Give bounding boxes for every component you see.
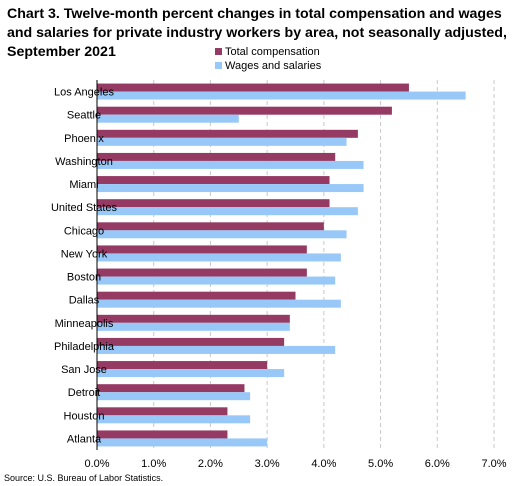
x-tick-label: 7.0% bbox=[481, 458, 506, 470]
tick-labels: 0.0% 1.0% 2.0% 3.0% 4.0% 5.0% 6.0% 7.0% bbox=[84, 458, 506, 470]
source-note: Source: U.S. Bureau of Labor Statistics. bbox=[4, 473, 164, 483]
bar-total-compensation bbox=[97, 152, 336, 161]
category-label: Miami bbox=[69, 179, 98, 191]
category-label: San Jose bbox=[61, 364, 107, 376]
bar-wages-and-salaries bbox=[97, 160, 364, 169]
category-label: Philadelphia bbox=[54, 341, 115, 353]
legend-swatch bbox=[215, 48, 222, 55]
bar-total-compensation bbox=[97, 314, 290, 323]
bar-wages-and-salaries bbox=[97, 184, 364, 193]
bar-wages-and-salaries bbox=[97, 230, 347, 239]
category-label: Boston bbox=[67, 272, 101, 284]
bar-wages-and-salaries bbox=[97, 392, 251, 401]
bar-wages-and-salaries bbox=[97, 276, 336, 285]
category-label: Minneapolis bbox=[55, 318, 114, 330]
x-tick-label: 2.0% bbox=[198, 458, 223, 470]
bar-total-compensation bbox=[97, 430, 228, 439]
category-labels: Los Angeles Seattle Phoenix Washington Miami… bbox=[51, 87, 118, 446]
x-tick-label: 1.0% bbox=[141, 458, 166, 470]
bar-total-compensation bbox=[97, 268, 307, 277]
category-label: Los Angeles bbox=[54, 87, 114, 99]
bar-total-compensation bbox=[97, 83, 409, 92]
category-label: Chicago bbox=[64, 225, 104, 237]
bar-total-compensation bbox=[97, 407, 228, 416]
category-label: Atlanta bbox=[67, 433, 102, 445]
bars bbox=[97, 83, 466, 447]
category-label: Houston bbox=[64, 410, 105, 422]
x-tick-label: 5.0% bbox=[368, 458, 393, 470]
bar-wages-and-salaries bbox=[97, 438, 268, 447]
legend-label: Total compensation bbox=[225, 46, 320, 58]
bar-wages-and-salaries bbox=[97, 207, 358, 216]
category-label: United States bbox=[51, 202, 118, 214]
x-tick-label: 3.0% bbox=[255, 458, 280, 470]
bar-total-compensation bbox=[97, 222, 324, 231]
category-label: New York bbox=[61, 248, 108, 260]
bar-wages-and-salaries bbox=[97, 114, 239, 123]
bar-wages-and-salaries bbox=[97, 137, 347, 146]
legend-swatch bbox=[215, 62, 222, 69]
category-label: Dallas bbox=[69, 295, 100, 307]
bar-wages-and-salaries bbox=[97, 299, 341, 308]
category-label: Seattle bbox=[67, 110, 101, 122]
chart-title: Chart 3. Twelve-month percent changes in… bbox=[7, 6, 507, 60]
bar-total-compensation bbox=[97, 176, 330, 185]
x-tick-label: 4.0% bbox=[311, 458, 336, 470]
bar-wages-and-salaries bbox=[97, 345, 336, 354]
bar-wages-and-salaries bbox=[97, 369, 285, 378]
bar-wages-and-salaries bbox=[97, 322, 290, 331]
bar-total-compensation bbox=[97, 245, 307, 254]
category-label: Detroit bbox=[68, 387, 100, 399]
bar-wages-and-salaries bbox=[97, 415, 251, 424]
bar-total-compensation bbox=[97, 337, 285, 346]
bar-total-compensation bbox=[97, 384, 245, 393]
x-tick-label: 0.0% bbox=[84, 458, 109, 470]
bar-wages-and-salaries bbox=[97, 91, 466, 100]
bar-wages-and-salaries bbox=[97, 253, 341, 262]
bar-total-compensation bbox=[97, 361, 268, 370]
bar-total-compensation bbox=[97, 129, 358, 138]
legend: Total compensation Wages and salaries bbox=[215, 46, 322, 72]
bar-total-compensation bbox=[97, 106, 392, 115]
x-tick-label: 6.0% bbox=[425, 458, 450, 470]
bar-total-compensation bbox=[97, 291, 296, 300]
category-label: Washington bbox=[55, 156, 113, 168]
bar-total-compensation bbox=[97, 199, 330, 208]
category-label: Phoenix bbox=[64, 133, 104, 145]
legend-label: Wages and salaries bbox=[225, 60, 322, 72]
